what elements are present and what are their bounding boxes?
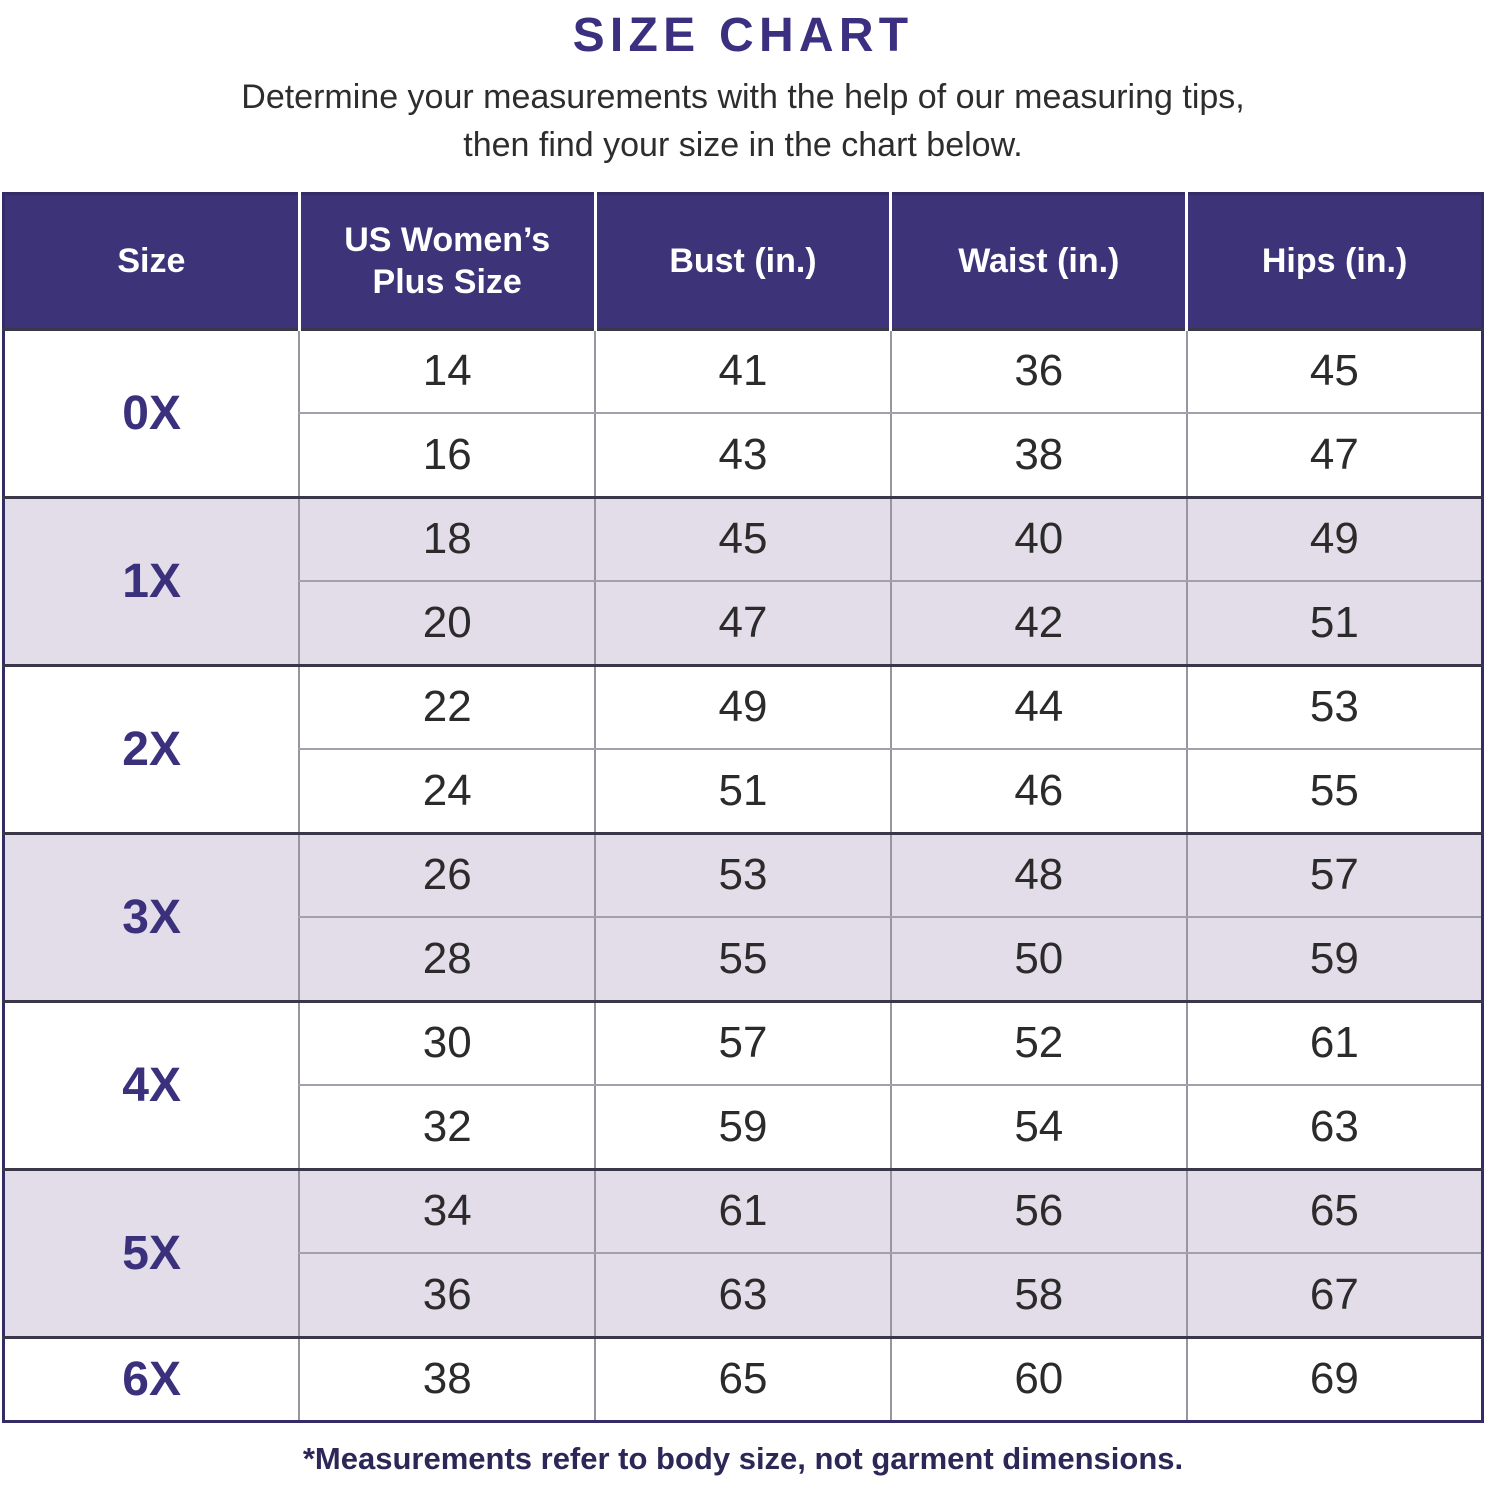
- measurement-cell: 45: [594, 495, 891, 583]
- measurement-cell: 63: [594, 1253, 891, 1338]
- measurement-cell: 52: [889, 999, 1187, 1087]
- size-chart-table: Size US Women’s Plus Size Bust (in.) Wai…: [2, 191, 1484, 1423]
- measurement-cell: 50: [889, 917, 1187, 1002]
- measurement-cell: 49: [1185, 495, 1483, 583]
- page-title: SIZE CHART: [572, 9, 914, 62]
- table-row: 1X 18 45 40 49: [3, 495, 1483, 666]
- measurement-cell: 44: [889, 663, 1187, 751]
- subtitle-line-2: then find your size in the chart below.: [463, 126, 1023, 165]
- table-header: Size US Women’s Plus Size Bust (in.) Wai…: [3, 193, 1483, 331]
- measurement-cell: 63: [1185, 1085, 1483, 1170]
- measurement-cell: 45: [1185, 327, 1483, 415]
- measurement-cell: 54: [889, 1085, 1187, 1170]
- measurement-cell: 55: [594, 917, 891, 1002]
- measurement-cell: 22: [298, 663, 596, 751]
- column-header-bust: Bust (in.): [593, 193, 891, 331]
- measurement-cell: 49: [594, 663, 891, 751]
- table-row: 32 59 54 63: [4, 1085, 1483, 1170]
- size-label: 3X: [3, 831, 300, 1002]
- measurement-cell: 51: [1185, 581, 1483, 666]
- measurement-cell: 67: [1185, 1253, 1483, 1338]
- column-header-hips: Hips (in.): [1185, 193, 1483, 331]
- measurement-cell: 26: [298, 831, 596, 919]
- measurement-cell: 55: [1185, 749, 1483, 834]
- table-body: 0X 14 41 36 45 16 43 38 47 1X 18 45 40 49 20 47 42 51 2X 22…: [3, 327, 1483, 1422]
- measurement-cell: 53: [1185, 663, 1483, 751]
- table-row: 20 47 42 51: [4, 581, 1483, 666]
- measurement-cell: 59: [1185, 917, 1483, 1002]
- size-label: 2X: [3, 663, 300, 834]
- measurement-cell: 30: [298, 999, 596, 1087]
- size-label: 4X: [3, 999, 300, 1170]
- measurement-cell: 56: [889, 1167, 1187, 1255]
- subtitle-line-1: Determine your measurements with the hel…: [241, 78, 1245, 116]
- measurement-cell: 47: [1185, 413, 1483, 498]
- table-row: 28 55 50 59: [4, 917, 1483, 1002]
- size-label: 5X: [3, 1167, 300, 1338]
- measurement-cell: 53: [594, 831, 891, 919]
- size-label: 0X: [3, 327, 300, 498]
- measurement-cell: 65: [1185, 1167, 1483, 1255]
- table-row: 16 43 38 47: [4, 413, 1483, 498]
- measurement-cell: 41: [594, 327, 891, 415]
- size-chart-page: SIZE CHART Determine your measurements w…: [0, 8, 1486, 1500]
- table-row: 4X 30 57 52 61: [3, 999, 1483, 1170]
- footnote: *Measurements refer to body size, not ga…: [302, 1440, 1184, 1476]
- measurement-cell: 38: [298, 1335, 596, 1422]
- measurement-cell: 58: [889, 1253, 1187, 1338]
- measurement-cell: 47: [594, 581, 891, 666]
- measurement-cell: 61: [594, 1167, 891, 1255]
- subtitle: Determine your measurements with the hel…: [0, 73, 1486, 170]
- column-header-size: Size: [3, 193, 300, 331]
- size-label: 6X: [3, 1335, 300, 1422]
- table-row: 24 51 46 55: [4, 749, 1483, 834]
- column-header-us-womens-plus-size: US Women’s Plus Size: [297, 193, 596, 331]
- measurement-cell: 24: [298, 749, 596, 834]
- measurement-cell: 36: [889, 327, 1187, 415]
- measurement-cell: 57: [594, 999, 891, 1087]
- measurement-cell: 48: [889, 831, 1187, 919]
- measurement-cell: 43: [594, 413, 891, 498]
- measurement-cell: 60: [889, 1335, 1187, 1422]
- measurement-cell: 65: [594, 1335, 891, 1422]
- table-row: 5X 34 61 56 65: [3, 1167, 1483, 1338]
- measurement-cell: 51: [594, 749, 891, 834]
- measurement-cell: 18: [298, 495, 596, 583]
- measurement-cell: 69: [1185, 1335, 1483, 1422]
- table-row: 36 63 58 67: [4, 1253, 1483, 1338]
- measurement-cell: 36: [298, 1253, 596, 1338]
- table-row: 6X 38 65 60 69: [3, 1335, 1483, 1422]
- measurement-cell: 42: [889, 581, 1187, 666]
- table-row: 2X 22 49 44 53: [3, 663, 1483, 834]
- measurement-cell: 38: [889, 413, 1187, 498]
- table-header-row: Size US Women’s Plus Size Bust (in.) Wai…: [3, 193, 1483, 331]
- size-label: 1X: [3, 495, 300, 666]
- measurement-cell: 20: [298, 581, 596, 666]
- column-header-waist: Waist (in.): [889, 193, 1187, 331]
- measurement-cell: 28: [298, 917, 596, 1002]
- measurement-cell: 16: [298, 413, 596, 498]
- table-row: 0X 14 41 36 45: [3, 327, 1483, 498]
- table-row: 3X 26 53 48 57: [3, 831, 1483, 1002]
- measurement-cell: 61: [1185, 999, 1483, 1087]
- measurement-cell: 46: [889, 749, 1187, 834]
- measurement-cell: 32: [298, 1085, 596, 1170]
- measurement-cell: 57: [1185, 831, 1483, 919]
- measurement-cell: 34: [298, 1167, 596, 1255]
- measurement-cell: 59: [594, 1085, 891, 1170]
- measurement-cell: 40: [889, 495, 1187, 583]
- measurement-cell: 14: [298, 327, 596, 415]
